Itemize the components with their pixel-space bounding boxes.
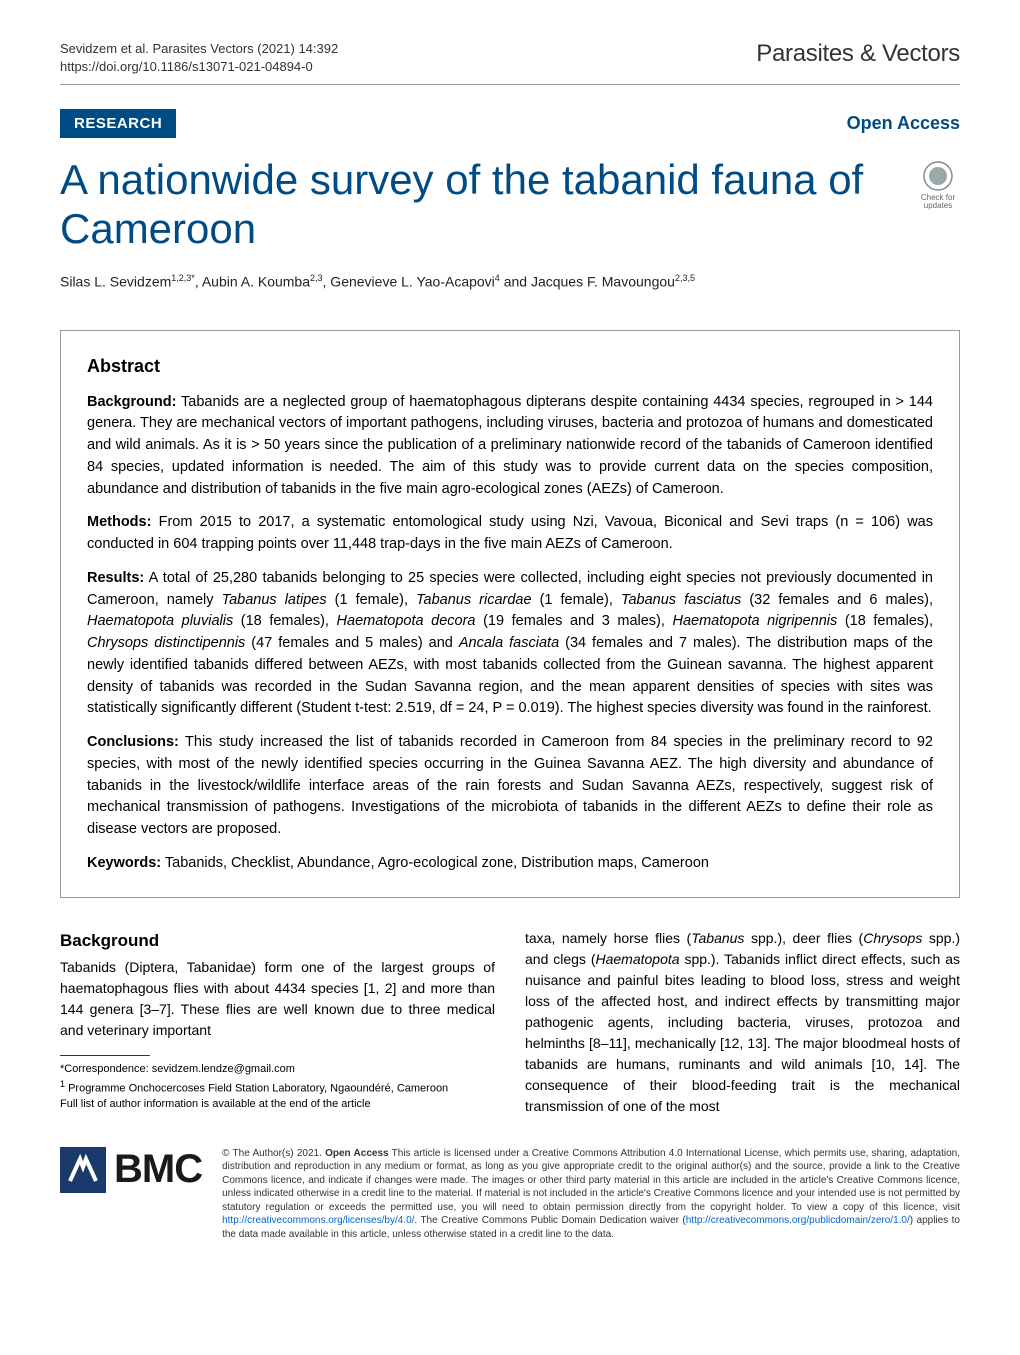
citation: Sevidzem et al. Parasites Vectors (2021)… bbox=[60, 40, 338, 76]
check-updates-text: Check for updates bbox=[916, 194, 960, 212]
open-access-label: Open Access bbox=[847, 113, 960, 134]
running-header: Sevidzem et al. Parasites Vectors (2021)… bbox=[60, 40, 960, 76]
license-link-by[interactable]: http://creativecommons.org/licenses/by/4… bbox=[222, 1215, 414, 1226]
background-heading: Background bbox=[60, 928, 495, 954]
abstract-conclusions: Conclusions: This study increased the li… bbox=[87, 732, 933, 841]
bmc-logo: BMC bbox=[60, 1147, 202, 1193]
journal-name: Parasites & Vectors bbox=[756, 40, 960, 68]
citation-line2: https://doi.org/10.1186/s13071-021-04894… bbox=[60, 58, 338, 76]
header-rule bbox=[60, 84, 960, 85]
abstract-background: Background: Tabanids are a neglected gro… bbox=[87, 392, 933, 501]
affiliation-1: 1 Programme Onchocercoses Field Station … bbox=[60, 1078, 495, 1097]
crossmark-icon bbox=[922, 160, 954, 192]
bmc-icon bbox=[60, 1147, 106, 1193]
footnote-rule bbox=[60, 1055, 150, 1056]
license-link-cc0[interactable]: http://creativecommons.org/publicdomain/… bbox=[686, 1215, 910, 1226]
abstract-box: Abstract Background: Tabanids are a negl… bbox=[60, 330, 960, 898]
column-right: taxa, namely horse flies (Tabanus spp.),… bbox=[525, 928, 960, 1117]
background-paragraph-cont: taxa, namely horse flies (Tabanus spp.),… bbox=[525, 928, 960, 1117]
column-left: Background Tabanids (Diptera, Tabanidae)… bbox=[60, 928, 495, 1117]
background-paragraph: Tabanids (Diptera, Tabanidae) form one o… bbox=[60, 957, 495, 1041]
correspondence: *Correspondence: sevidzem.lendze@gmail.c… bbox=[60, 1062, 495, 1077]
abstract-methods: Methods: From 2015 to 2017, a systematic… bbox=[87, 512, 933, 556]
article-title: A nationwide survey of the tabanid fauna… bbox=[60, 156, 896, 253]
author-list: Silas L. Sevidzem1,2,3*, Aubin A. Koumba… bbox=[60, 273, 960, 290]
bmc-text: BMC bbox=[114, 1147, 202, 1192]
article-type-badge: RESEARCH bbox=[60, 109, 176, 138]
citation-line1: Sevidzem et al. Parasites Vectors (2021)… bbox=[60, 40, 338, 58]
footer: BMC © The Author(s) 2021. Open Access Th… bbox=[60, 1147, 960, 1242]
license-text: © The Author(s) 2021. Open Access This a… bbox=[222, 1147, 960, 1242]
abstract-heading: Abstract bbox=[87, 353, 933, 380]
full-author-info: Full list of author information is avail… bbox=[60, 1097, 495, 1112]
abstract-keywords: Keywords: Tabanids, Checklist, Abundance… bbox=[87, 853, 933, 875]
abstract-results: Results: A total of 25,280 tabanids belo… bbox=[87, 568, 933, 720]
footnotes: *Correspondence: sevidzem.lendze@gmail.c… bbox=[60, 1062, 495, 1112]
body-columns: Background Tabanids (Diptera, Tabanidae)… bbox=[60, 928, 960, 1117]
check-updates-badge[interactable]: Check for updates bbox=[916, 156, 960, 214]
